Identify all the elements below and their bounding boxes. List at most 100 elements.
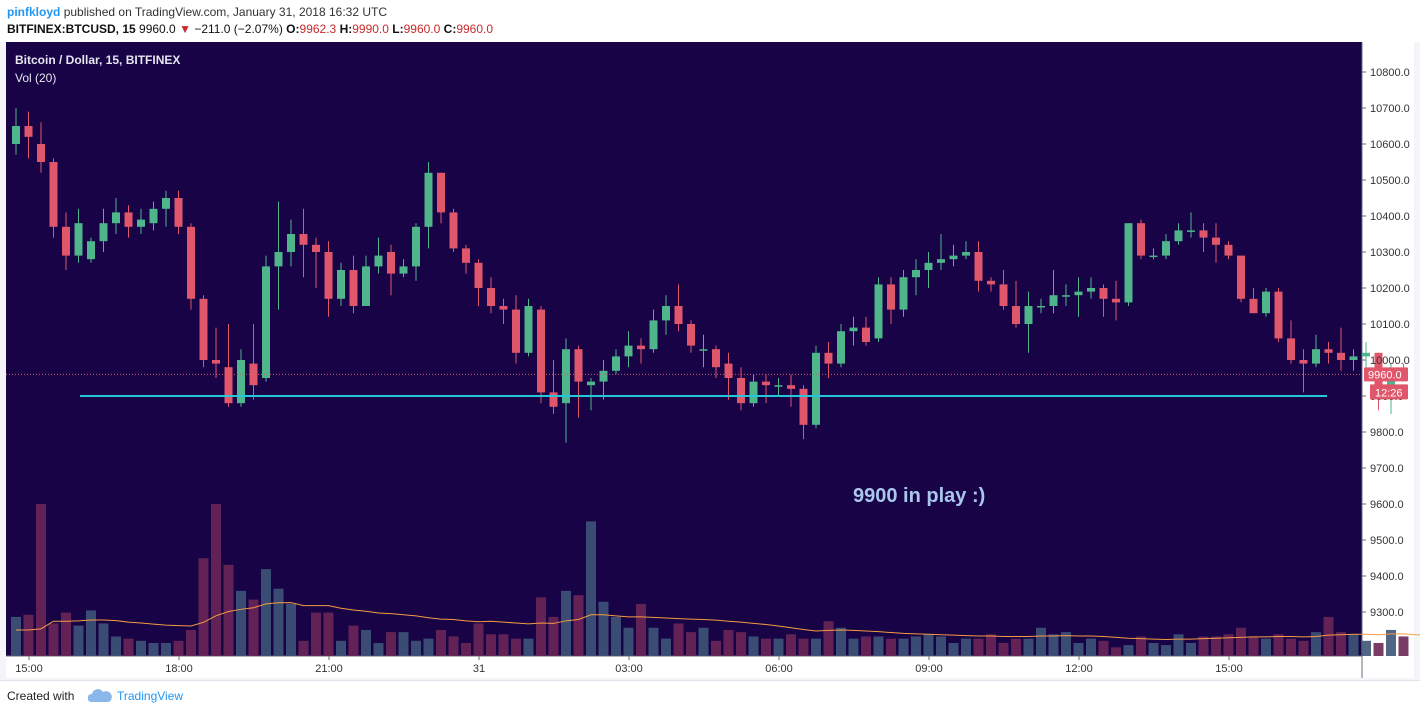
volume-bar: [573, 595, 584, 656]
tradingview-link[interactable]: TradingView: [117, 689, 184, 703]
volume-bar: [836, 627, 846, 656]
volume-bar: [1198, 636, 1209, 656]
candle-body: [724, 363, 733, 378]
volume-bar: [998, 642, 1009, 656]
volume-bar: [823, 621, 834, 656]
candle-body: [1212, 237, 1220, 245]
candle-body: [224, 367, 233, 404]
volume-bar: [911, 636, 921, 656]
candle-body: [1274, 291, 1283, 339]
candle-body: [1349, 356, 1358, 360]
volume-bar: [698, 627, 709, 656]
candle-body: [1337, 352, 1345, 360]
volume-bar: [986, 634, 996, 656]
volume-bar: [873, 636, 884, 656]
price-change: −211.0 (−2.07%): [194, 22, 283, 36]
price-tick-label: 9600.0: [1370, 499, 1404, 511]
countdown-tag-text: 12:26: [1375, 387, 1403, 399]
candle-body: [99, 223, 108, 242]
time-tick-label: 03:00: [615, 663, 643, 675]
candle-body: [412, 226, 420, 267]
low-value: 9960.0: [403, 22, 441, 36]
volume-bar: [223, 564, 234, 656]
time-axis-background: [6, 656, 1362, 678]
price-tick-label: 9400.0: [1370, 571, 1404, 583]
volume-bar: [773, 638, 784, 656]
candle-body: [787, 385, 795, 389]
volume-bar: [436, 629, 446, 656]
volume-bar: [161, 642, 171, 656]
candle-body: [1074, 291, 1083, 296]
candle-body: [474, 262, 483, 288]
candle-body: [924, 262, 933, 270]
candle-body: [524, 306, 533, 353]
close-value: 9960.0: [456, 22, 494, 36]
candle-body: [1387, 370, 1395, 393]
candle-body: [1037, 306, 1045, 308]
volume-bar: [1136, 636, 1146, 656]
candle-body: [1112, 298, 1120, 303]
volume-bar: [1186, 642, 1196, 656]
volume-bar: [548, 616, 559, 656]
candle-body: [337, 270, 345, 299]
volume-bar: [286, 603, 296, 656]
candle-body: [824, 352, 833, 364]
volume-bar: [1348, 634, 1359, 656]
publish-line: pinfkloyd published on TradingView.com, …: [7, 5, 387, 19]
volume-bar: [973, 638, 984, 656]
candle-body: [487, 288, 495, 306]
symbol-label: BITFINEX:BTCUSD, 15: [7, 22, 136, 36]
candle-body: [712, 349, 720, 368]
candle-body: [1299, 360, 1308, 364]
volume-bar: [748, 636, 759, 656]
volume-bar: [711, 640, 721, 656]
candle-body: [1087, 288, 1095, 292]
price-tick-label: 10100.0: [1370, 319, 1410, 331]
volume-bar: [73, 625, 84, 656]
volume-bar: [1248, 636, 1259, 656]
candle-body: [249, 363, 258, 386]
candle-body: [937, 259, 945, 263]
volume-bar: [386, 632, 396, 656]
volume-bar: [61, 612, 71, 656]
candle-body: [12, 126, 20, 144]
volume-bar: [136, 640, 146, 656]
candle-body: [674, 306, 683, 324]
candle-body: [312, 244, 320, 252]
author-link[interactable]: pinfkloyd: [7, 5, 61, 19]
volume-bar: [448, 636, 459, 656]
price-tick-label: 9700.0: [1370, 463, 1404, 475]
candle-body: [1287, 338, 1295, 360]
candle-body: [974, 252, 983, 281]
candle-body: [1362, 352, 1370, 357]
volume-bar: [673, 623, 684, 656]
candle-body: [399, 266, 408, 274]
high-label: H:: [339, 22, 353, 36]
close-label: C:: [443, 22, 457, 36]
volume-bar: [1011, 638, 1021, 656]
candle-body: [874, 284, 883, 339]
candle-body: [287, 234, 295, 252]
volume-bar: [398, 632, 409, 656]
volume-bar: [23, 614, 34, 656]
volume-bar: [1373, 642, 1384, 656]
candle-body: [737, 378, 745, 404]
volume-bar: [861, 636, 871, 656]
low-label: L:: [392, 22, 404, 36]
price-tick-label: 10700.0: [1370, 103, 1410, 115]
volume-bar: [36, 504, 46, 656]
price-chart[interactable]: 9300.0 9400.0 9500.0 9600.0 9700.0 9800.0 9900…: [0, 42, 1420, 680]
candle-body: [137, 219, 145, 227]
volume-bar: [648, 627, 659, 656]
volume-bar: [1398, 636, 1409, 656]
volume-bar: [686, 632, 696, 656]
candle-body: [87, 241, 95, 260]
volume-bar: [1023, 638, 1034, 656]
volume-bar: [598, 601, 609, 656]
price-tick-label: 10200.0: [1370, 283, 1410, 295]
candle-body: [1162, 241, 1170, 256]
candle-body: [1249, 298, 1258, 314]
candle-body: [112, 212, 120, 224]
time-tick-label: 06:00: [765, 663, 793, 675]
footer-bar: Created with TradingView: [0, 680, 1420, 714]
